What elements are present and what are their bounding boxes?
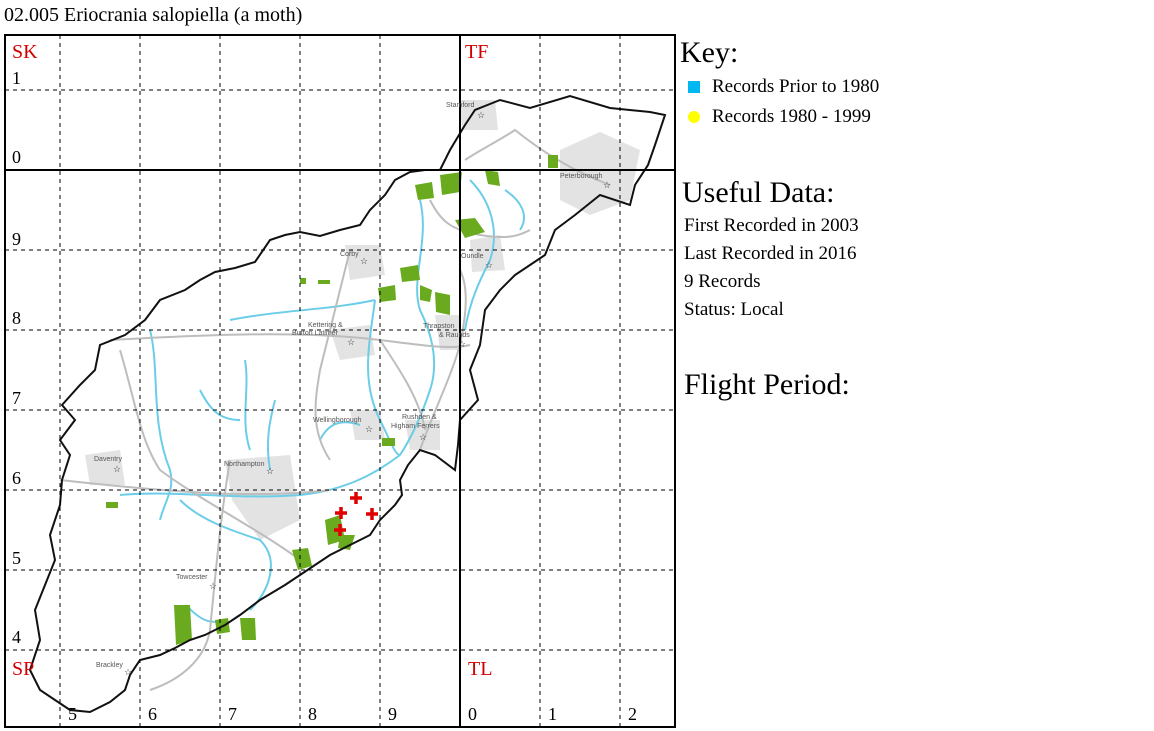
grid-square-tl: TL: [468, 658, 492, 680]
town-label: Higham Ferrers: [391, 423, 440, 430]
town-label: Rushden &: [402, 414, 437, 421]
key-item-1980-1999: Records 1980 - 1999: [688, 106, 871, 128]
grid-square-tf: TF: [465, 41, 488, 63]
svg-text:☆: ☆: [266, 466, 274, 476]
northing-label: 5: [12, 548, 21, 568]
easting-label: 8: [308, 704, 317, 724]
svg-text:☆: ☆: [458, 339, 466, 349]
record-cross: [334, 524, 346, 536]
northing-label: 1: [12, 68, 21, 88]
easting-label: 5: [68, 704, 77, 724]
town-label: Stamford: [446, 102, 475, 109]
first-recorded: First Recorded in 2003: [684, 215, 859, 236]
status: Status: Local: [684, 299, 784, 320]
easting-labels: 5 6 7 8 9 0 1 2: [68, 704, 637, 724]
easting-label: 1: [548, 704, 557, 724]
key-item-label: Records 1980 - 1999: [712, 106, 871, 127]
town-markers: ☆ ☆ ☆ ☆ ☆ ☆ ☆ ☆ ☆ ☆ ☆ ☆: [113, 110, 611, 677]
grid-major: [4, 34, 676, 728]
town-label: & Raunds: [439, 332, 470, 339]
rivers: [119, 179, 525, 623]
record-cross: [350, 492, 362, 504]
town-label: Corby: [340, 251, 359, 258]
easting-label: 2: [628, 704, 637, 724]
svg-text:☆: ☆: [124, 667, 132, 677]
urban-areas: [85, 100, 640, 540]
town-label: Daventry: [94, 456, 123, 463]
woodland: [106, 155, 558, 645]
town-label: Burton Latimer: [292, 330, 339, 337]
easting-label: 0: [468, 704, 477, 724]
svg-text:☆: ☆: [419, 432, 427, 442]
svg-text:☆: ☆: [365, 424, 373, 434]
svg-text:☆: ☆: [347, 337, 355, 347]
grid-square-sk: SK: [12, 41, 38, 63]
easting-label: 6: [148, 704, 157, 724]
town-label: Wellingborough: [313, 417, 362, 424]
record-markers: [334, 492, 378, 536]
town-label: Thrapston: [423, 323, 455, 330]
town-labels: Stamford Peterborough Corby Oundle Kette…: [94, 102, 603, 669]
town-label: Oundle: [461, 253, 484, 260]
record-cross: [335, 507, 347, 519]
northing-labels: 1 0 9 8 7 6 5 4: [12, 68, 21, 647]
northing-label: 9: [12, 229, 21, 249]
easting-label: 7: [228, 704, 237, 724]
northing-label: 0: [12, 147, 21, 167]
last-recorded: Last Recorded in 2016: [684, 243, 857, 264]
key-item-label: Records Prior to 1980: [712, 76, 880, 97]
svg-text:☆: ☆: [113, 464, 121, 474]
record-count: 9 Records: [684, 271, 761, 292]
grid-square-sp: SP: [12, 658, 34, 680]
useful-data-heading: Useful Data:: [682, 176, 835, 209]
northing-label: 4: [12, 627, 21, 647]
record-cross: [366, 508, 378, 520]
svg-text:☆: ☆: [360, 256, 368, 266]
flight-period-heading: Flight Period:: [684, 368, 850, 401]
town-label: Northampton: [224, 461, 265, 468]
map-title: 02.005 Eriocrania salopiella (a moth): [4, 4, 303, 26]
town-label: Peterborough: [560, 173, 603, 180]
key-heading: Key:: [680, 36, 739, 69]
easting-label: 9: [388, 704, 397, 724]
northing-label: 7: [12, 388, 21, 408]
square-marker-icon: [688, 81, 700, 93]
roads: [59, 128, 611, 691]
town-label: Brackley: [96, 662, 123, 669]
grid-minor: [5, 35, 675, 727]
svg-text:☆: ☆: [603, 180, 611, 190]
town-label: Kettering &: [308, 322, 343, 329]
northing-label: 8: [12, 308, 21, 328]
county-boundary: [28, 94, 667, 714]
svg-text:☆: ☆: [209, 581, 217, 591]
key-item-prior-1980: Records Prior to 1980: [688, 76, 879, 98]
circle-marker-icon: [688, 111, 700, 123]
northing-label: 6: [12, 468, 21, 488]
svg-text:☆: ☆: [485, 260, 493, 270]
svg-text:☆: ☆: [477, 110, 485, 120]
town-label: Towcester: [176, 574, 208, 581]
